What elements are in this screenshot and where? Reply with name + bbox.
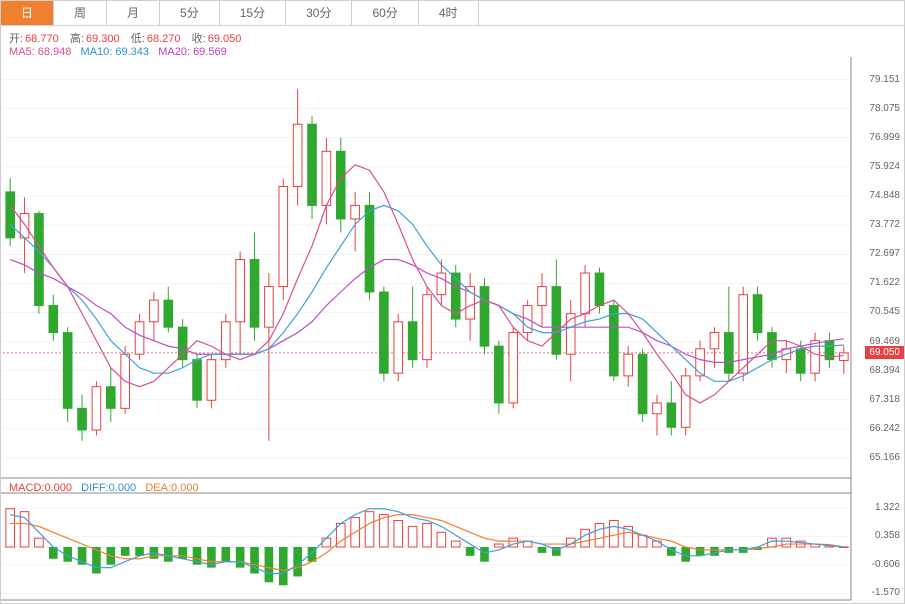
macd-y-tick: -1.570 bbox=[872, 587, 900, 598]
chart-canvas bbox=[1, 26, 905, 604]
y-tick: 79.151 bbox=[869, 74, 900, 85]
chart-area: 开:68.770 高:69.300 低:68.270 收:69.050 MA5:… bbox=[0, 26, 905, 604]
current-price-tag: 69.050 bbox=[865, 346, 904, 359]
tab-30分[interactable]: 30分 bbox=[286, 1, 352, 25]
y-tick: 76.999 bbox=[869, 132, 900, 143]
macd-y-tick: -0.606 bbox=[872, 559, 900, 570]
tab-15分[interactable]: 15分 bbox=[220, 1, 286, 25]
y-tick: 70.545 bbox=[869, 306, 900, 317]
tab-月[interactable]: 月 bbox=[107, 1, 160, 25]
y-tick: 78.075 bbox=[869, 103, 900, 114]
y-axis: 79.151 78.075 76.999 75.924 74.848 73.772 72.6… bbox=[854, 26, 904, 603]
y-tick: 75.924 bbox=[869, 161, 900, 172]
y-tick: 65.166 bbox=[869, 452, 900, 463]
y-tick: 69.469 bbox=[869, 336, 900, 347]
y-tick: 73.772 bbox=[869, 219, 900, 230]
tab-5分[interactable]: 5分 bbox=[160, 1, 220, 25]
tab-日[interactable]: 日 bbox=[1, 1, 54, 25]
tab-60分[interactable]: 60分 bbox=[352, 1, 418, 25]
y-tick: 67.318 bbox=[869, 394, 900, 405]
macd-y-tick: 1.322 bbox=[875, 502, 900, 513]
y-tick: 72.697 bbox=[869, 248, 900, 259]
macd-y-tick: 0.358 bbox=[875, 530, 900, 541]
y-tick: 66.242 bbox=[869, 423, 900, 434]
y-tick: 74.848 bbox=[869, 190, 900, 201]
y-tick: 68.394 bbox=[869, 365, 900, 376]
tab-4时[interactable]: 4时 bbox=[419, 1, 479, 25]
tab-周[interactable]: 周 bbox=[54, 1, 107, 25]
timeframe-tabs: 日周月5分15分30分60分4时 bbox=[0, 0, 905, 26]
y-tick: 71.622 bbox=[869, 277, 900, 288]
